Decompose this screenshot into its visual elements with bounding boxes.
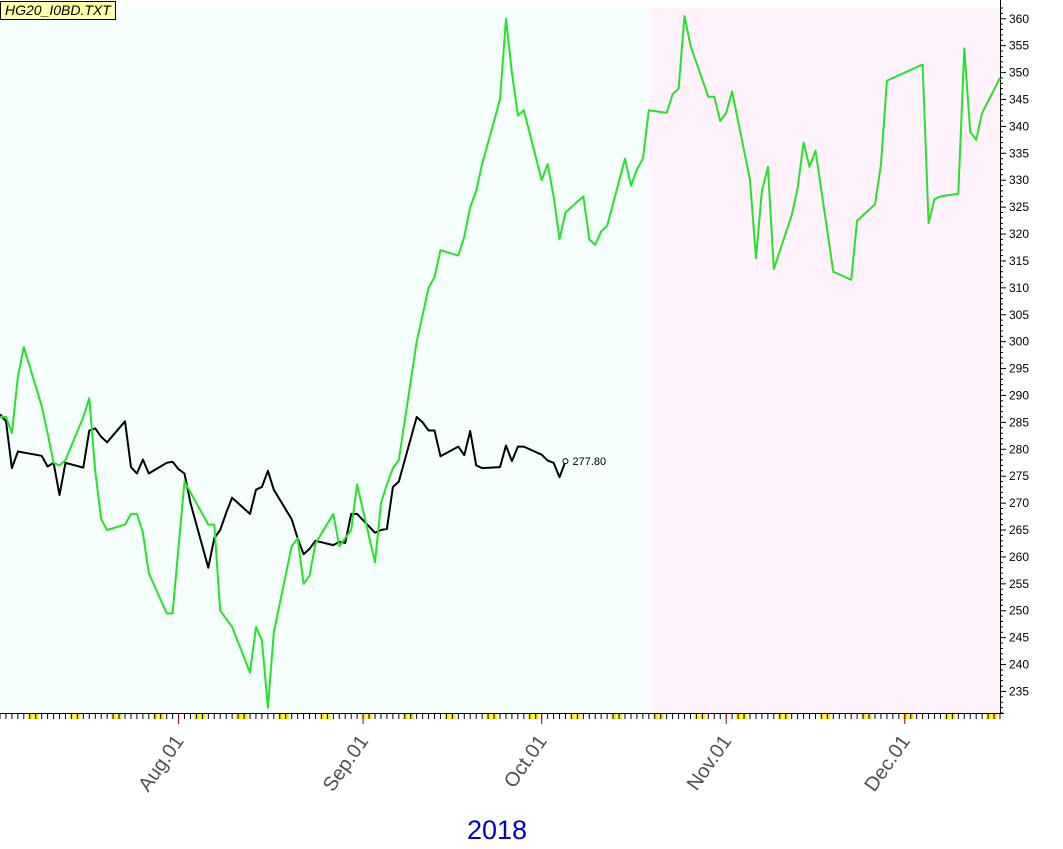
- y-tick-label: 250: [1009, 604, 1029, 618]
- month-label: Nov.01: [683, 731, 737, 794]
- series-layer: [0, 15, 1001, 709]
- y-tick-label: 330: [1009, 173, 1029, 187]
- y-tick-label: 265: [1009, 523, 1029, 537]
- y-tick-label: 345: [1009, 92, 1029, 106]
- month-label: Dec.01: [860, 731, 914, 796]
- y-tick-label: 295: [1009, 362, 1029, 376]
- y-tick-label: 320: [1009, 227, 1029, 241]
- y-tick-label: 315: [1009, 254, 1029, 268]
- y-tick-label: 360: [1009, 12, 1029, 26]
- axes: 235 240 245 250 255 260 265 270 275 280 285 290 295 3…: [0, 0, 1029, 724]
- y-tick-label: 235: [1009, 684, 1029, 698]
- series-actual-line: [0, 413, 567, 569]
- y-tick-label: 245: [1009, 631, 1029, 645]
- y-tick-label: 350: [1009, 66, 1029, 80]
- y-tick-label: 240: [1009, 658, 1029, 672]
- last-value-label: 277.80: [572, 456, 606, 468]
- y-tick-label: 275: [1009, 469, 1029, 483]
- forecast-region: [648, 8, 1000, 713]
- y-tick-label: 310: [1009, 281, 1029, 295]
- y-tick-label: 290: [1009, 388, 1029, 402]
- y-tick-label: 260: [1009, 550, 1029, 564]
- y-tick-label: 335: [1009, 146, 1029, 160]
- y-tick-label: 285: [1009, 415, 1029, 429]
- chart-title: HG20_I0BD.TXT: [0, 1, 116, 20]
- y-tick-label: 325: [1009, 200, 1029, 214]
- month-label: Sep.01: [319, 731, 373, 796]
- month-label: Aug.01: [134, 731, 188, 796]
- y-tick-label: 300: [1009, 335, 1029, 349]
- y-tick-label: 355: [1009, 39, 1029, 53]
- last-value-marker: [562, 458, 569, 465]
- series-model-line: [0, 15, 1001, 709]
- month-label: Oct.01: [500, 731, 552, 792]
- history-region: [0, 8, 649, 713]
- y-tick-label: 280: [1009, 442, 1029, 456]
- y-tick-label: 340: [1009, 119, 1029, 133]
- y-tick-label: 270: [1009, 496, 1029, 510]
- chart-backgrounds: [0, 8, 1000, 713]
- y-tick-label: 255: [1009, 577, 1029, 591]
- year-label: 2018: [467, 815, 528, 845]
- y-tick-label: 305: [1009, 308, 1029, 322]
